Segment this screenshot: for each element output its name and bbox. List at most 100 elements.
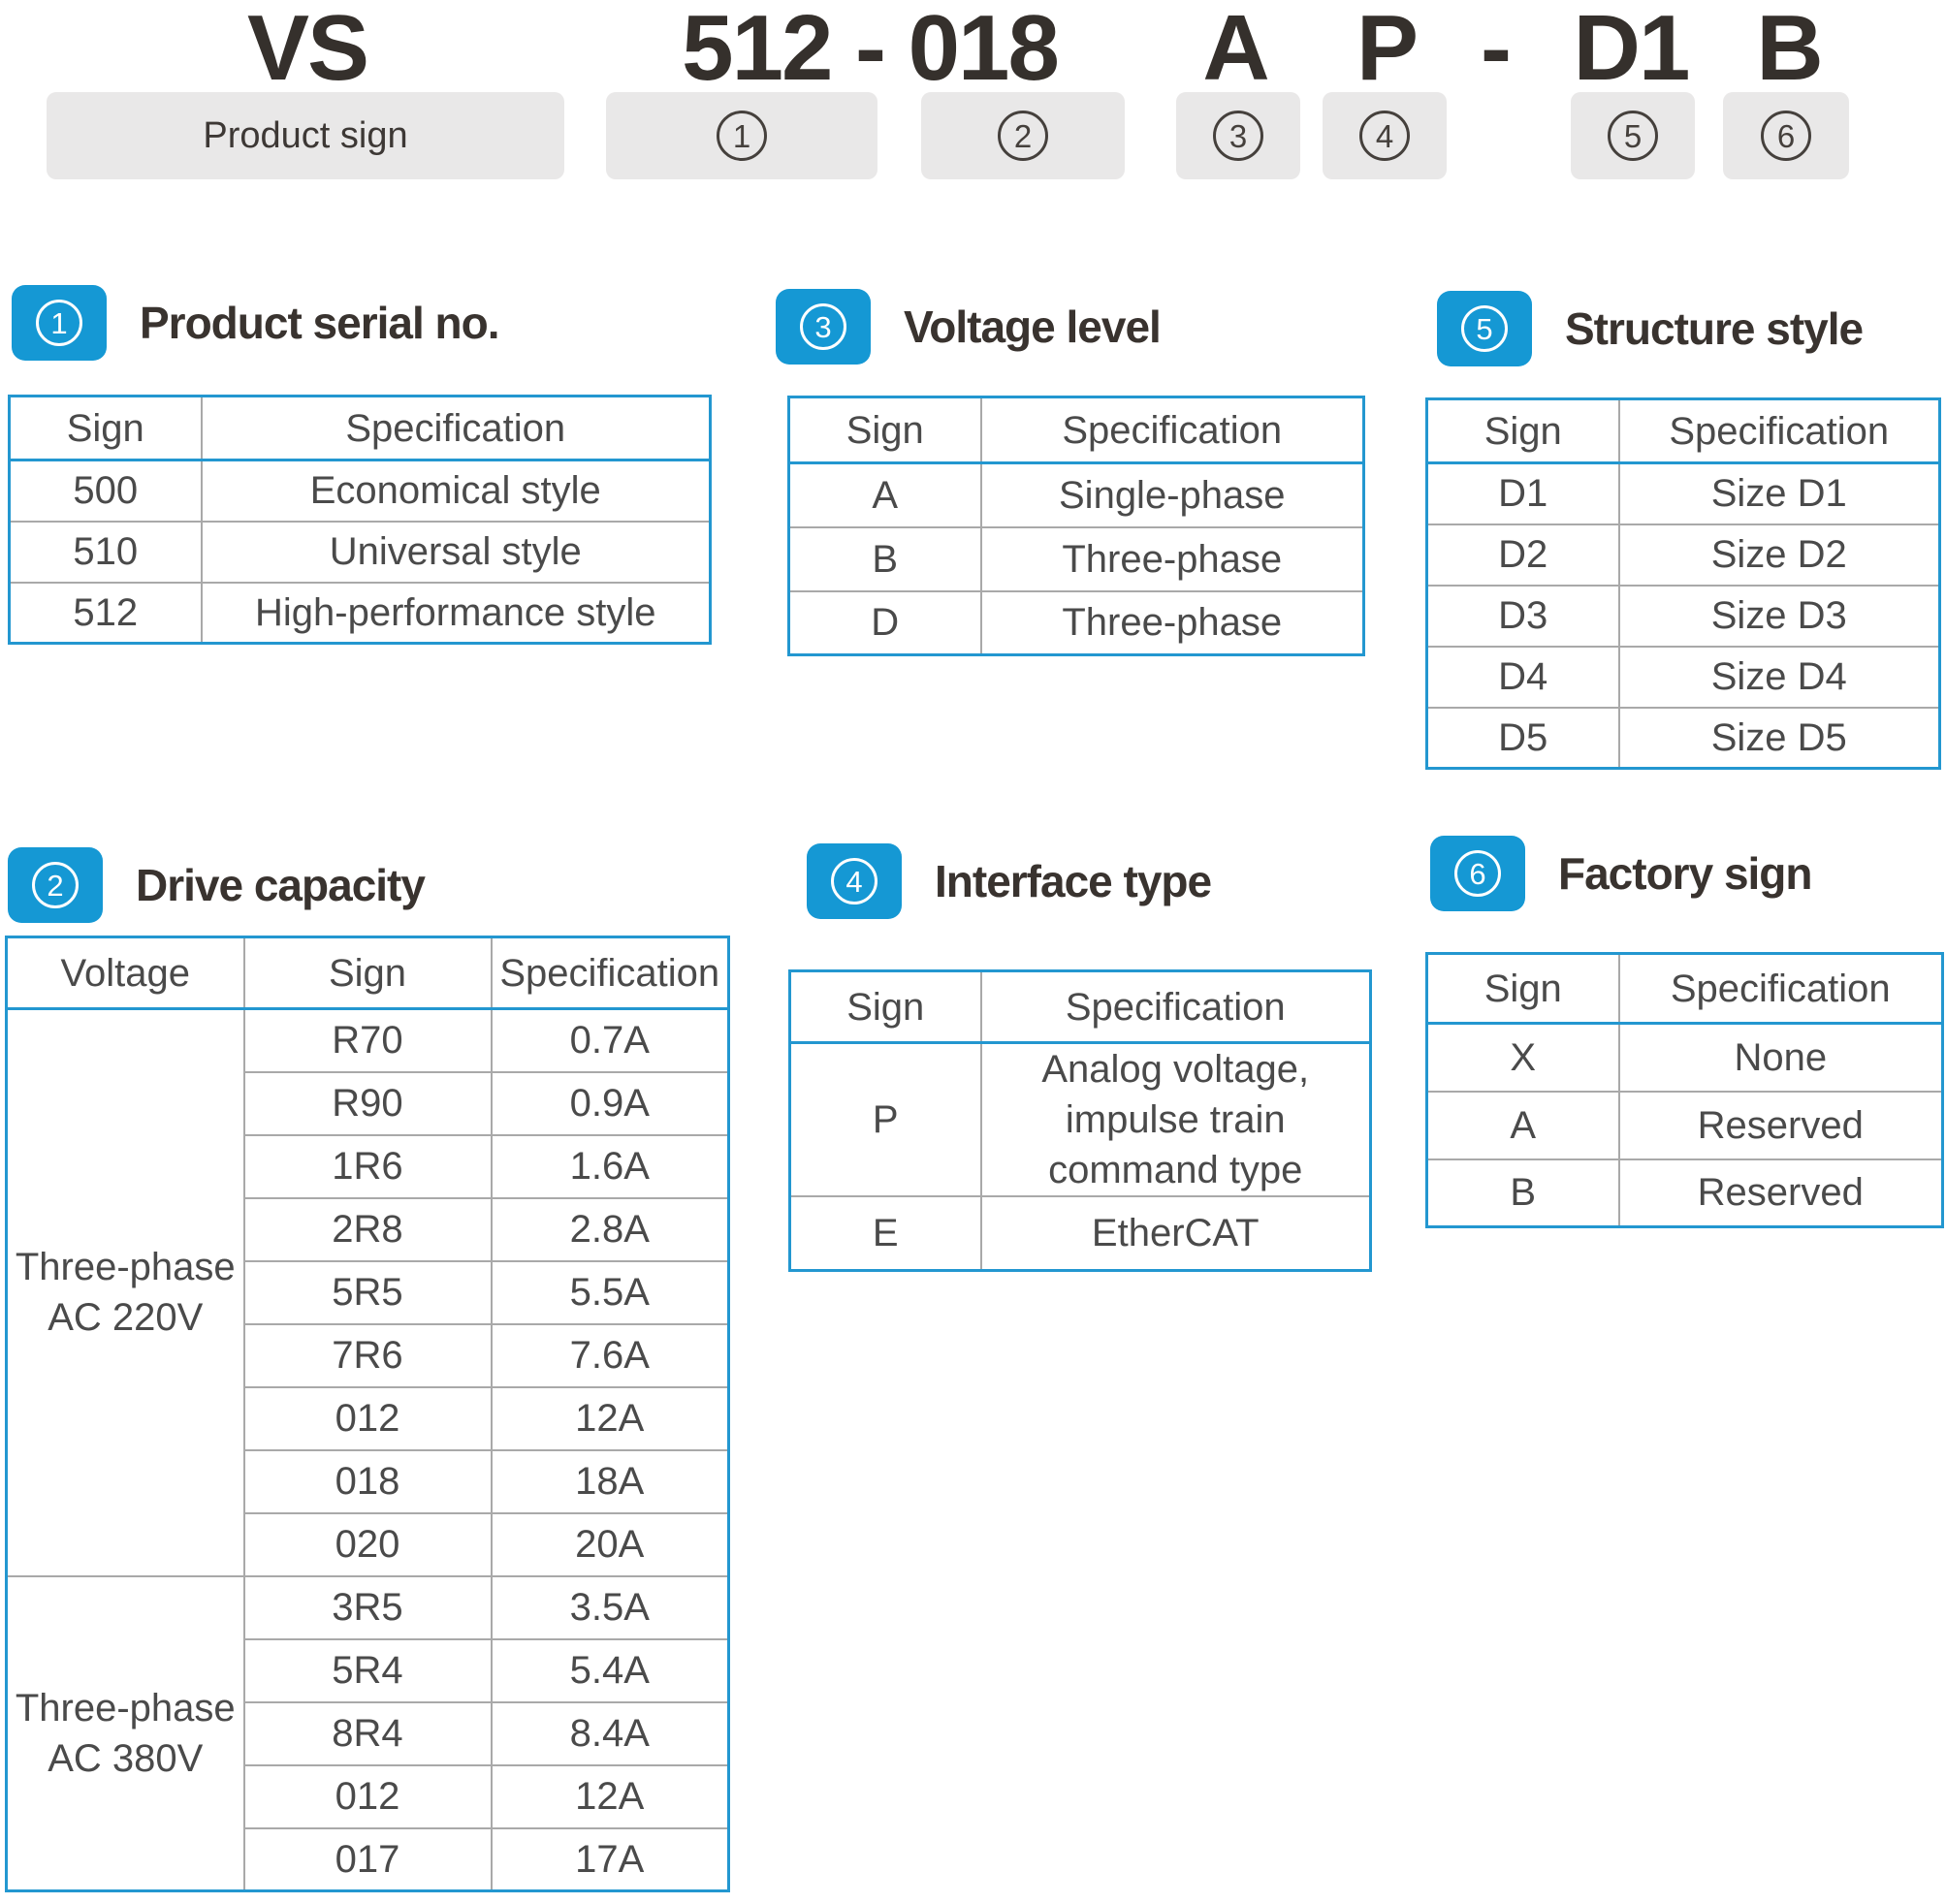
cell-sign: E: [788, 1195, 982, 1271]
column-header: Sign: [8, 395, 203, 461]
cell-sign: 7R6: [242, 1322, 493, 1388]
cell-sign: 020: [242, 1511, 493, 1577]
cell-spec: Size D1: [1617, 461, 1941, 525]
position-label-2-box: 2: [921, 92, 1125, 179]
cell-spec: Single-phase: [979, 461, 1365, 528]
cell-spec: EtherCAT: [979, 1195, 1372, 1271]
cell-sign: X: [1425, 1022, 1620, 1093]
section-factory-badge: 6: [1430, 836, 1525, 911]
table-header-row: Sign Specification: [1425, 397, 1941, 464]
section-interface-header: 4 Interface type: [807, 843, 1212, 919]
cell-spec: Size D4: [1617, 645, 1941, 709]
table-row: Three-phase AC 380V 3R5 3.5A: [5, 1574, 730, 1892]
factory-sign-table: Sign Specification X None A Reserved B R…: [1425, 952, 1944, 1228]
cell-sign: R70: [242, 1007, 493, 1073]
section-voltage-title: Voltage level: [904, 301, 1162, 352]
table-row: D5 Size D5: [1425, 706, 1941, 770]
cell-spec: Economical style: [200, 459, 712, 523]
table-row: D4 Size D4: [1425, 645, 1941, 709]
cell-sign: 018: [242, 1448, 493, 1514]
table-row: 1R6 1.6A: [7, 1133, 730, 1199]
cell-spec: 8.4A: [490, 1700, 730, 1766]
section-serial-header: 1 Product serial no.: [12, 285, 500, 361]
model-code-product: VS: [246, 0, 369, 100]
voltage-group-line1: Three-phase: [15, 1686, 236, 1729]
cell-sign: A: [1425, 1090, 1620, 1160]
interface-p-spec: Analog voltage, impulse train command ty…: [1041, 1048, 1310, 1191]
cell-spec: 1.6A: [490, 1133, 730, 1199]
circled-1-icon: 1: [717, 111, 767, 161]
cell-spec: Reserved: [1617, 1158, 1944, 1228]
cell-sign: 512: [8, 581, 203, 645]
table-row: B Three-phase: [787, 525, 1365, 592]
cell-voltage-group: Three-phase AC 220V: [5, 1007, 245, 1577]
cell-sign: 8R4: [242, 1700, 493, 1766]
position-label-4-box: 4: [1323, 92, 1447, 179]
table-row: E EtherCAT: [788, 1195, 1372, 1271]
cell-spec: Reserved: [1617, 1090, 1944, 1160]
circled-6-icon: 6: [1761, 111, 1811, 161]
circled-5-icon: 5: [1608, 111, 1658, 161]
table-row: 512 High-performance style: [8, 581, 712, 645]
cell-sign: 012: [242, 1385, 493, 1451]
cell-sign: D: [787, 589, 982, 656]
model-code-factory: B: [1756, 0, 1823, 100]
column-header: Specification: [979, 969, 1372, 1044]
cell-sign: P: [788, 1041, 982, 1197]
section-voltage-header: 3 Voltage level: [776, 289, 1162, 365]
structure-style-table: Sign Specification D1 Size D1 D2 Size D2…: [1425, 397, 1941, 770]
table-row: 018 18A: [7, 1448, 730, 1514]
cell-spec: Size D2: [1617, 523, 1941, 587]
model-code-interface: P: [1356, 0, 1419, 100]
position-label-5-box: 5: [1571, 92, 1695, 179]
section-serial-title: Product serial no.: [140, 298, 500, 348]
product-serial-table: Sign Specification 500 Economical style …: [8, 395, 712, 645]
circled-2-icon: 2: [998, 111, 1048, 161]
cell-sign: D5: [1425, 706, 1620, 770]
cell-spec: 3.5A: [490, 1574, 730, 1640]
cell-spec: 12A: [490, 1385, 730, 1451]
circled-6-badge-icon: 6: [1454, 850, 1501, 897]
cell-sign: 3R5: [242, 1574, 493, 1640]
section-factory-title: Factory sign: [1558, 848, 1813, 899]
cell-sign: A: [787, 461, 982, 528]
voltage-level-table: Sign Specification A Single-phase B Thre…: [787, 396, 1365, 656]
table-header-row: Sign Specification: [788, 969, 1372, 1044]
cell-voltage-group: Three-phase AC 380V: [5, 1574, 245, 1892]
table-row: D1 Size D1: [1425, 461, 1941, 525]
cell-spec: 2.8A: [490, 1196, 730, 1262]
section-interface-title: Interface type: [935, 856, 1212, 906]
column-header: Specification: [979, 396, 1365, 464]
table-header-row: Sign Specification: [787, 396, 1365, 464]
column-header: Sign: [1425, 952, 1620, 1025]
cell-sign: 510: [8, 520, 203, 584]
cell-sign: D2: [1425, 523, 1620, 587]
circled-1-badge-icon: 1: [36, 300, 82, 346]
cell-spec: Size D3: [1617, 584, 1941, 648]
table-row: P Analog voltage, impulse train command …: [788, 1041, 1372, 1197]
cell-spec: Size D5: [1617, 706, 1941, 770]
column-header: Voltage: [5, 936, 245, 1010]
voltage-group-line2: AC 380V: [48, 1736, 204, 1780]
table-row: 2R8 2.8A: [7, 1196, 730, 1262]
cell-spec: Analog voltage, impulse train command ty…: [979, 1041, 1372, 1197]
section-capacity-title: Drive capacity: [136, 860, 426, 910]
cell-sign: B: [1425, 1158, 1620, 1228]
table-row: Three-phase AC 220V R70 0.7A: [5, 1007, 730, 1577]
model-code-serial-capacity: 512 - 018: [682, 0, 1060, 100]
table-row: D Three-phase: [787, 589, 1365, 656]
table-header-row: Voltage Sign Specification: [5, 936, 730, 1010]
table-row: D3 Size D3: [1425, 584, 1941, 648]
product-sign-label: Product sign: [203, 114, 408, 156]
interface-type-table: Sign Specification P Analog voltage, imp…: [788, 969, 1372, 1272]
cell-spec: Universal style: [200, 520, 712, 584]
table-row: A Reserved: [1425, 1090, 1944, 1160]
column-header: Specification: [1617, 952, 1944, 1025]
cell-sign: 1R6: [242, 1133, 493, 1199]
section-structure-header: 5 Structure style: [1437, 291, 1864, 366]
section-capacity-header: 2 Drive capacity: [8, 847, 426, 923]
column-header: Sign: [242, 936, 493, 1010]
cell-spec: 17A: [490, 1826, 730, 1892]
cell-spec: 7.6A: [490, 1322, 730, 1388]
